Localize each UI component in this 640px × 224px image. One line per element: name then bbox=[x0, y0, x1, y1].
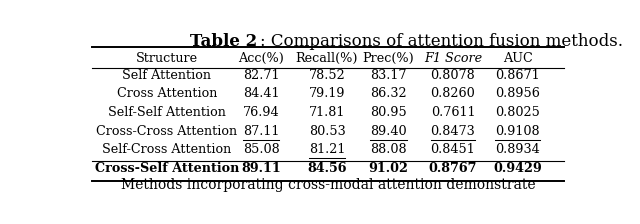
Text: AUC: AUC bbox=[502, 52, 532, 65]
Text: 0.8078: 0.8078 bbox=[431, 69, 476, 82]
Text: Recall(%): Recall(%) bbox=[296, 52, 358, 65]
Text: 0.8671: 0.8671 bbox=[495, 69, 540, 82]
Text: Cross-Self Attention: Cross-Self Attention bbox=[95, 162, 239, 175]
Text: 0.8767: 0.8767 bbox=[429, 162, 477, 175]
Text: Methods incorporating cross-modal attention demonstrate: Methods incorporating cross-modal attent… bbox=[121, 179, 535, 192]
Text: 83.17: 83.17 bbox=[371, 69, 407, 82]
Text: 81.21: 81.21 bbox=[309, 143, 345, 156]
Text: : Comparisons of attention fusion methods.: : Comparisons of attention fusion method… bbox=[260, 33, 623, 50]
Text: 71.81: 71.81 bbox=[309, 106, 345, 119]
Text: Prec(%): Prec(%) bbox=[363, 52, 414, 65]
Text: 0.9108: 0.9108 bbox=[495, 125, 540, 138]
Text: 0.8025: 0.8025 bbox=[495, 106, 540, 119]
Text: 80.53: 80.53 bbox=[308, 125, 346, 138]
Text: Acc(%): Acc(%) bbox=[238, 52, 284, 65]
Text: 79.19: 79.19 bbox=[308, 87, 345, 100]
Text: Self-Cross Attention: Self-Cross Attention bbox=[102, 143, 232, 156]
Text: Cross Attention: Cross Attention bbox=[116, 87, 217, 100]
Text: 0.8956: 0.8956 bbox=[495, 87, 540, 100]
Text: 0.7611: 0.7611 bbox=[431, 106, 476, 119]
Text: Self-Self Attention: Self-Self Attention bbox=[108, 106, 226, 119]
Text: 89.40: 89.40 bbox=[370, 125, 407, 138]
Text: 0.8934: 0.8934 bbox=[495, 143, 540, 156]
Text: Table 2: Table 2 bbox=[190, 33, 257, 50]
Text: 87.11: 87.11 bbox=[243, 125, 279, 138]
Text: 86.32: 86.32 bbox=[370, 87, 407, 100]
Text: 78.52: 78.52 bbox=[308, 69, 346, 82]
Text: Structure: Structure bbox=[136, 52, 198, 65]
Text: 0.8260: 0.8260 bbox=[431, 87, 476, 100]
Text: Cross-Cross Attention: Cross-Cross Attention bbox=[96, 125, 237, 138]
Text: Self Attention: Self Attention bbox=[122, 69, 211, 82]
Text: 85.08: 85.08 bbox=[243, 143, 280, 156]
Text: F1 Score: F1 Score bbox=[424, 52, 482, 65]
Text: 82.71: 82.71 bbox=[243, 69, 279, 82]
Text: 0.9429: 0.9429 bbox=[493, 162, 542, 175]
Text: 76.94: 76.94 bbox=[243, 106, 279, 119]
Text: 80.95: 80.95 bbox=[370, 106, 407, 119]
Text: 84.56: 84.56 bbox=[307, 162, 347, 175]
Text: 89.11: 89.11 bbox=[241, 162, 281, 175]
Text: 88.08: 88.08 bbox=[370, 143, 407, 156]
Text: 0.8451: 0.8451 bbox=[431, 143, 476, 156]
Text: 0.8473: 0.8473 bbox=[431, 125, 476, 138]
Text: 91.02: 91.02 bbox=[369, 162, 408, 175]
Text: 84.41: 84.41 bbox=[243, 87, 279, 100]
